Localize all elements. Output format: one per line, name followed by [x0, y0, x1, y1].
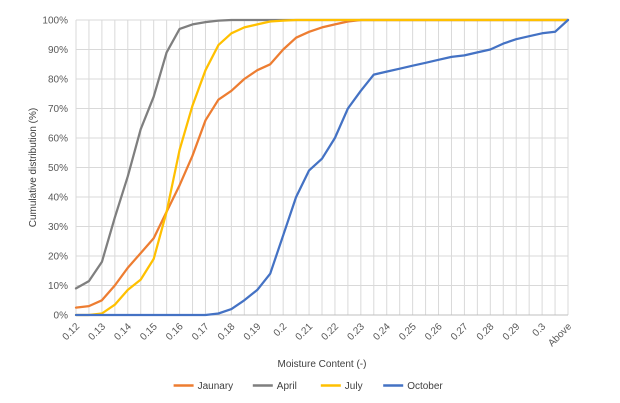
series-line-july [74, 18, 570, 317]
y-tick-label: 10% [48, 281, 68, 292]
y-tick-label: 30% [48, 222, 68, 233]
y-tick-label: 90% [48, 45, 68, 56]
x-tick-label: 0.18 [216, 321, 238, 343]
gridlines [75, 19, 569, 316]
x-tick-label: 0.14 [112, 321, 134, 343]
axes: 0%10%20%30%40%50%60%70%80%90%100%0.12 0.1… [42, 16, 574, 350]
y-tick-label: 60% [48, 134, 68, 145]
y-tick-label: 80% [48, 75, 68, 86]
y-tick-label: 50% [48, 163, 68, 174]
x-tick-label: 0.29 [501, 321, 523, 343]
legend-label: July [345, 381, 363, 392]
x-tick-label: 0.17 [190, 321, 212, 343]
x-tick-label: 0.13 [86, 321, 108, 343]
x-tick-label: 0.28 [475, 321, 497, 343]
x-tick-label: 0.21 [294, 321, 316, 343]
x-tick-label: 0.22 [320, 321, 342, 343]
y-tick-label: 20% [48, 252, 68, 263]
x-tick-label: Above [546, 321, 574, 349]
x-tick-label: 0.15 [138, 321, 160, 343]
x-tick-label: 0.3 [531, 321, 549, 339]
x-tick-label: 0.26 [423, 321, 445, 343]
x-tick-label: 0.25 [397, 321, 419, 343]
x-tick-label: 0.27 [449, 321, 471, 343]
x-tick-label: 0.16 [164, 321, 186, 343]
x-tick-label: 0.24 [371, 321, 393, 343]
series-lines [74, 18, 570, 317]
x-tick-label: 0.19 [242, 321, 264, 343]
y-tick-label: 40% [48, 193, 68, 204]
legend-label: Jaunary [198, 381, 234, 392]
series-line-october [74, 18, 570, 317]
x-axis-title: Moisture Content (-) [278, 359, 367, 370]
y-tick-label: 0% [54, 311, 69, 322]
x-tick-label: 0.23 [345, 321, 367, 343]
legend-label: October [407, 381, 443, 392]
legend: Jaunary April July October [173, 381, 443, 392]
x-tick-label: 0.2 [272, 321, 290, 339]
legend-label: April [277, 381, 297, 392]
y-axis-title: Cumulative distribution (%) [28, 108, 39, 228]
y-tick-label: 70% [48, 104, 68, 115]
x-tick-label: 0.12 [61, 321, 83, 343]
y-tick-label: 100% [42, 16, 68, 27]
